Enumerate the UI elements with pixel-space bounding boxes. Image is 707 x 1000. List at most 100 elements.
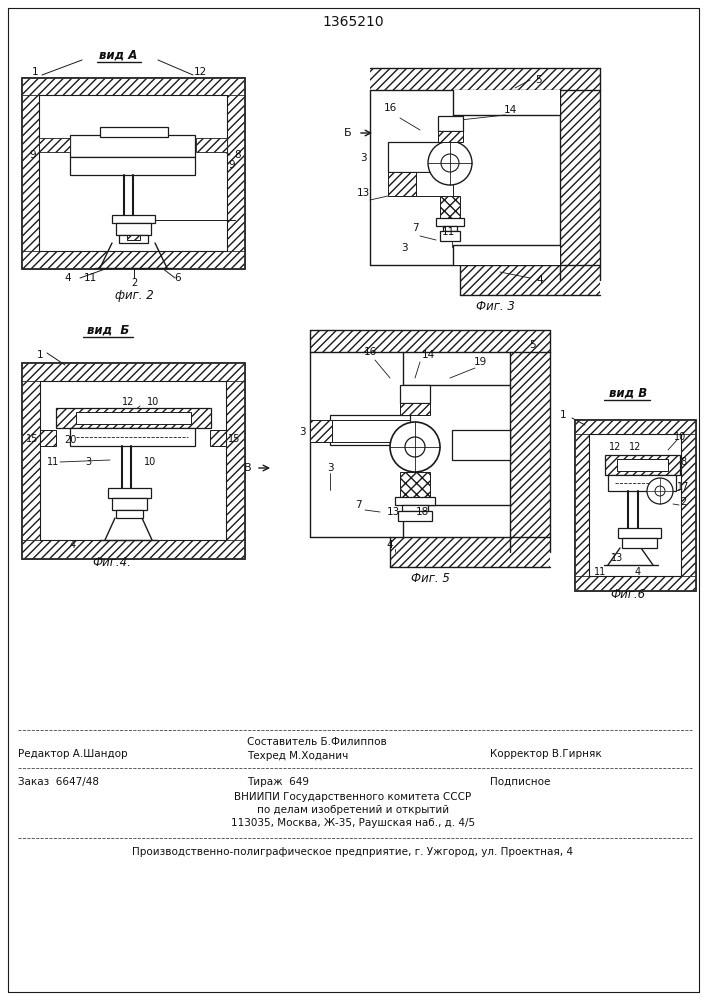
Bar — [112, 498, 147, 510]
Bar — [452, 430, 510, 460]
Text: 1: 1 — [560, 410, 566, 420]
Bar — [40, 430, 56, 446]
Bar — [622, 538, 657, 548]
Text: Редактор А.Шандор: Редактор А.Шандор — [18, 749, 128, 759]
Text: 12: 12 — [629, 442, 641, 452]
Bar — [119, 235, 148, 243]
Text: Б: Б — [344, 128, 352, 138]
Text: 4: 4 — [387, 540, 393, 550]
Text: 20: 20 — [64, 435, 76, 445]
Bar — [330, 415, 410, 445]
Text: Производственно-полиграфическое предприятие, г. Ужгород, ул. Проектная, 4: Производственно-полиграфическое предприя… — [132, 847, 573, 857]
Bar — [681, 434, 695, 576]
Bar — [22, 363, 244, 558]
Text: вид  Б: вид Б — [87, 324, 129, 336]
Text: 13: 13 — [611, 553, 623, 563]
Bar — [22, 251, 244, 268]
Bar — [575, 576, 695, 590]
Text: 15: 15 — [26, 434, 38, 444]
Text: 7: 7 — [411, 223, 419, 233]
Bar — [39, 138, 70, 152]
Text: Корректор В.Гирняк: Корректор В.Гирняк — [490, 749, 602, 759]
Text: 4: 4 — [537, 275, 543, 285]
Bar — [575, 420, 695, 590]
Text: 5: 5 — [534, 75, 542, 85]
Bar — [388, 142, 453, 172]
Bar — [116, 223, 151, 235]
Text: 14: 14 — [421, 350, 435, 360]
Bar — [605, 455, 680, 475]
Bar — [390, 537, 550, 567]
Bar — [22, 95, 39, 251]
Bar — [332, 420, 410, 442]
Text: 11: 11 — [47, 457, 59, 467]
Bar — [39, 95, 227, 251]
Text: 11: 11 — [83, 273, 97, 283]
Text: 8: 8 — [235, 150, 241, 160]
Text: 5: 5 — [530, 340, 537, 350]
Text: 9: 9 — [30, 150, 36, 160]
Text: 10: 10 — [674, 432, 686, 442]
Bar — [70, 135, 195, 157]
Text: 4: 4 — [635, 567, 641, 577]
Bar — [100, 127, 168, 137]
Bar — [402, 505, 428, 511]
Circle shape — [428, 141, 472, 185]
Text: 3: 3 — [85, 457, 91, 467]
Bar — [440, 231, 460, 241]
Bar — [400, 385, 430, 403]
Bar — [210, 430, 226, 446]
Text: вид А: вид А — [99, 48, 137, 62]
Bar — [560, 90, 600, 280]
Bar — [226, 381, 244, 540]
Text: 2: 2 — [680, 497, 686, 507]
Text: 12: 12 — [194, 67, 206, 77]
Bar — [436, 218, 464, 226]
Text: 12: 12 — [122, 397, 134, 407]
Bar — [196, 138, 227, 152]
Bar — [310, 352, 510, 537]
Bar — [116, 510, 143, 518]
Text: 4: 4 — [64, 273, 71, 283]
Bar — [127, 235, 140, 240]
Text: 113035, Москва, Ж-35, Раушская наб., д. 4/5: 113035, Москва, Ж-35, Раушская наб., д. … — [231, 818, 475, 828]
Bar — [443, 226, 457, 231]
Text: Техред М.Хoданич: Техред М.Хoданич — [247, 751, 349, 761]
Text: 9: 9 — [228, 160, 235, 170]
Bar — [56, 408, 211, 428]
Bar — [617, 459, 668, 471]
Bar — [22, 381, 40, 540]
Bar — [440, 196, 460, 218]
Bar — [22, 78, 244, 268]
Text: 3: 3 — [298, 427, 305, 437]
Text: Фиг.6: Фиг.6 — [610, 588, 645, 601]
Text: 11: 11 — [594, 567, 606, 577]
Bar — [438, 116, 463, 131]
Text: Фиг. 5: Фиг. 5 — [411, 572, 450, 584]
Bar — [310, 420, 332, 442]
Bar — [416, 172, 453, 196]
Bar — [453, 245, 560, 265]
Text: 18: 18 — [416, 507, 428, 517]
Bar — [589, 434, 681, 576]
Circle shape — [390, 422, 440, 472]
Text: 1: 1 — [37, 350, 43, 360]
Bar — [70, 157, 195, 175]
Bar — [22, 78, 244, 95]
Text: В: В — [244, 463, 252, 473]
Bar — [400, 403, 430, 415]
Text: 11: 11 — [441, 227, 455, 237]
Text: 17: 17 — [677, 482, 689, 492]
Text: 1: 1 — [32, 67, 38, 77]
Bar — [370, 90, 560, 265]
Text: Заказ  6647/48: Заказ 6647/48 — [18, 777, 99, 787]
Text: 3: 3 — [327, 463, 333, 473]
Bar — [608, 475, 676, 491]
Bar — [395, 497, 435, 505]
Bar — [398, 511, 432, 521]
Text: 13: 13 — [386, 507, 399, 517]
Text: 2: 2 — [131, 278, 137, 288]
Bar — [112, 215, 155, 223]
Text: Подписное: Подписное — [490, 777, 550, 787]
Bar — [460, 265, 600, 295]
